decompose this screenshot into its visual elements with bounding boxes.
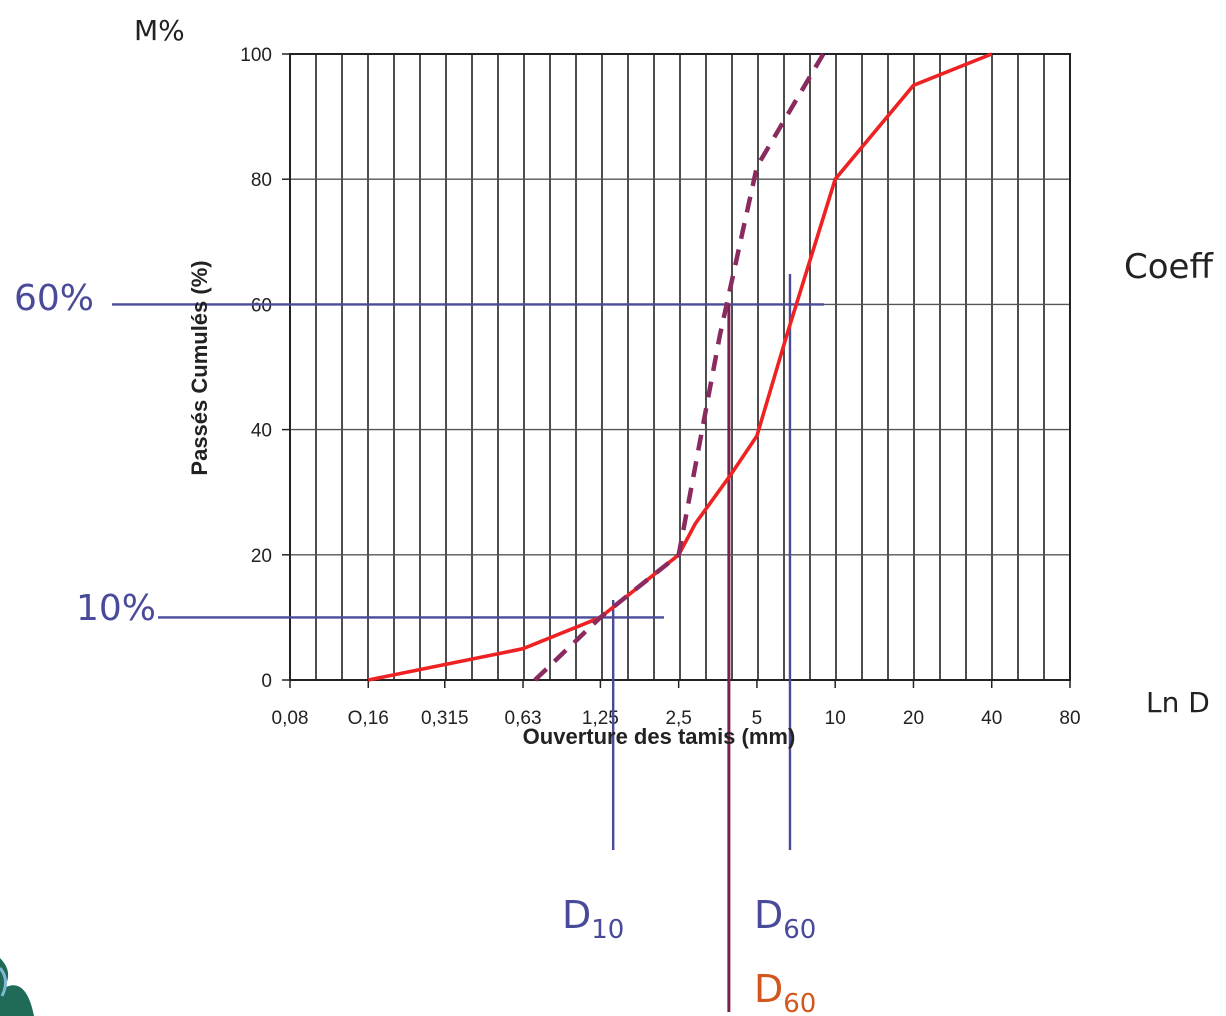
y-tick-label: 40 [251,421,272,442]
x-tick-label: 10 [825,708,846,729]
series-line-dashed [533,52,826,682]
y-tick-label: 80 [251,170,272,191]
x-axis-title: Ouverture des tamis (mm) [523,724,796,749]
d60-dashed-letter: D [754,967,783,1011]
level-10-label: 10% [76,588,156,629]
x-tick-label: 80 [1059,708,1080,729]
y-unit-label: M% [134,14,185,47]
grid [289,53,1071,681]
y-tick-label: 20 [251,546,272,567]
side-note: Coeff [1124,247,1214,287]
y-tick-label: 0 [261,671,272,692]
x-tick-label: 0,08 [272,708,309,729]
d10-subscript: 10 [591,915,624,945]
y-tick-label: 60 [251,295,272,316]
y-tick-label: 100 [240,45,272,66]
plot-frame [289,53,1071,681]
d60-dashed-subscript: 60 [783,989,816,1016]
level-60-label: 60% [14,278,94,319]
x-tick-label: O,16 [348,708,389,729]
d10-label: D10 [562,893,624,945]
x-tick-label: 5 [752,708,763,729]
d60-subscript: 60 [783,915,816,945]
d60-dashed-label: D60 [754,967,816,1016]
axes: 0 20 40 60 80 100 0,08 O,16 0,315 0,63 1,25 2,5 5 10 2… [240,45,1080,729]
x-tick-label: 1,25 [582,708,619,729]
d60-letter: D [754,893,783,937]
y-axis-title: Passés Cumulés (%) [187,260,212,475]
x-tick-label: 20 [903,708,924,729]
annotations [112,274,824,1012]
x-tick-label: 40 [981,708,1002,729]
series-line-solid [367,52,993,682]
d10-letter: D [562,893,591,937]
x-tick-label: 0,63 [505,708,542,729]
d60-label: D60 [754,893,816,945]
x-tick-label: 0,315 [421,708,469,729]
x-tick-label: 2,5 [665,708,691,729]
x-axis-note: Ln D [1146,686,1210,719]
logo-fragment [0,958,34,1016]
series [367,52,993,682]
